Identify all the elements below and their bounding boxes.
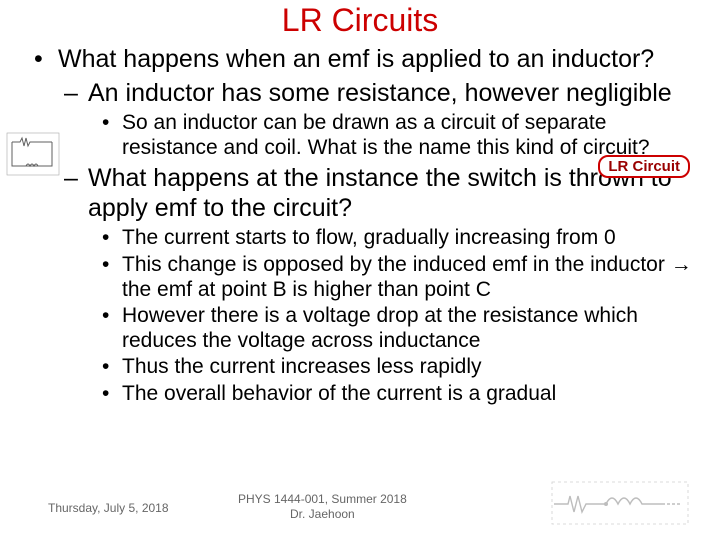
bullet-level3: • Thus the current increases less rapidl… <box>100 354 700 379</box>
lr-circuit-label: LR Circuit <box>598 155 690 178</box>
circuit-mini-diagram <box>6 132 60 176</box>
circuit-diagram-faded <box>550 480 690 526</box>
bullet-level3: • The overall behavior of the current is… <box>100 381 700 406</box>
bullet-dot: • <box>100 303 122 328</box>
footer-course: PHYS 1444-001, Summer 2018 <box>238 492 407 506</box>
bullet-dot: • <box>30 45 58 75</box>
bullet-level3: • This change is opposed by the induced … <box>100 252 700 302</box>
bullet-dot: • <box>100 110 122 135</box>
bullet-text: However there is a voltage drop at the r… <box>122 303 700 353</box>
bullet-text: Thus the current increases less rapidly <box>122 354 700 379</box>
bullet-dot: • <box>100 381 122 406</box>
bullet-text: An inductor has some resistance, however… <box>88 79 700 109</box>
bullet-level1: • What happens when an emf is applied to… <box>30 45 700 75</box>
footer-date: Thursday, July 5, 2018 <box>48 501 169 516</box>
bullet-text-pre: This change is opposed by the induced em… <box>122 253 671 276</box>
bullet-level2: – An inductor has some resistance, howev… <box>64 79 700 109</box>
bullet-level3: • However there is a voltage drop at the… <box>100 303 700 353</box>
bullet-text: The overall behavior of the current is a… <box>122 381 700 406</box>
bullet-dot: • <box>100 354 122 379</box>
bullet-text-post: the emf at point B is higher than point … <box>122 278 491 301</box>
footer-author: Dr. Jaehoon <box>290 507 355 521</box>
bullet-level3: • The current starts to flow, gradually … <box>100 225 700 250</box>
bullet-dash: – <box>64 164 88 194</box>
footer-course-author: PHYS 1444-001, Summer 2018 Dr. Jaehoon <box>238 492 407 522</box>
bullet-dash: – <box>64 79 88 109</box>
arrow-icon: → <box>671 253 692 276</box>
bullet-dot: • <box>100 252 122 277</box>
slide-content: • What happens when an emf is applied to… <box>0 45 720 406</box>
bullet-level3: • So an inductor can be drawn as a circu… <box>100 110 700 160</box>
bullet-text: What happens when an emf is applied to a… <box>58 45 700 75</box>
bullet-text: This change is opposed by the induced em… <box>122 252 700 302</box>
bullet-text: The current starts to flow, gradually in… <box>122 225 700 250</box>
bullet-dot: • <box>100 225 122 250</box>
bullet-text: So an inductor can be drawn as a circuit… <box>122 110 700 160</box>
slide-title: LR Circuits <box>0 0 720 45</box>
